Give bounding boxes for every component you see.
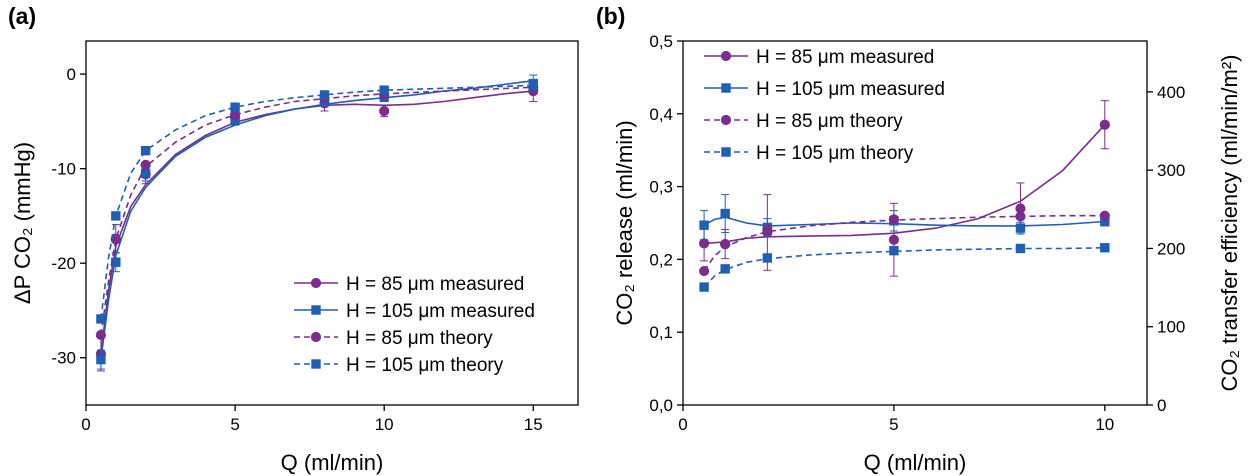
data-point xyxy=(528,80,538,91)
data-point xyxy=(140,145,151,156)
y-tick-label: -10 xyxy=(51,160,76,179)
y-tick-label: 0 xyxy=(67,65,76,84)
legend-marker xyxy=(721,147,731,157)
data-point xyxy=(140,159,151,170)
x-tick-label: 5 xyxy=(889,415,898,434)
data-point xyxy=(111,211,121,221)
y-axis-label: ΔP CO₂ (mmHg) xyxy=(10,142,35,304)
legend-marker xyxy=(311,359,321,369)
legend: H = 85 μm measured H = 105 μm measured H =… xyxy=(704,47,945,164)
y-axis-right-label: CO₂ transfer efficiency (ml/min/m²) xyxy=(1217,55,1242,392)
legend-marker xyxy=(311,305,321,315)
y-tick-label: -30 xyxy=(51,349,76,368)
y-right-tick-label: 400 xyxy=(1157,83,1185,102)
data-point xyxy=(720,208,730,219)
panel-label: (b) xyxy=(596,3,625,29)
series-line xyxy=(100,86,534,336)
series-4 xyxy=(699,243,1110,292)
data-point xyxy=(319,90,330,100)
data-point xyxy=(1099,119,1110,130)
data-point xyxy=(699,220,709,230)
data-point xyxy=(720,239,731,250)
legend-marker xyxy=(720,114,732,126)
plot-frame xyxy=(85,40,579,406)
x-tick-label: 10 xyxy=(1095,415,1114,434)
y-tick-label: 0,5 xyxy=(649,32,673,51)
data-point xyxy=(699,282,709,292)
data-point xyxy=(1099,210,1110,221)
panel-label: (a) xyxy=(8,3,36,29)
data-point xyxy=(889,245,899,256)
data-point xyxy=(140,168,151,179)
series-2 xyxy=(96,74,538,370)
data-point xyxy=(1100,243,1110,253)
y-tick-label: -20 xyxy=(51,254,76,273)
y-right-tick-label: 200 xyxy=(1157,239,1185,258)
legend-label: H = 85 μm theory xyxy=(756,111,903,132)
y-right-tick-label: 100 xyxy=(1157,318,1185,337)
data-point xyxy=(698,265,710,277)
data-point xyxy=(96,314,106,324)
data-point xyxy=(379,105,390,117)
y-axis-label: CO₂ release (ml/min) xyxy=(612,120,637,325)
data-point xyxy=(95,329,107,341)
x-tick-label: 0 xyxy=(81,415,90,434)
data-point xyxy=(379,85,389,95)
x-tick-label: 0 xyxy=(678,415,687,434)
legend-marker xyxy=(310,277,322,289)
data-point xyxy=(720,264,730,274)
legend-label: H = 85 μm measured xyxy=(346,274,524,295)
data-point xyxy=(1015,223,1026,233)
legend-marker xyxy=(720,50,732,62)
chart-panel-a: 0 5 10 15 -30 -20 -10 0 Q (ml/min) ΔP CO₂ (mmHg) (… xyxy=(8,3,579,475)
y-tick-label: 0,3 xyxy=(649,178,673,197)
series-4 xyxy=(96,80,538,324)
legend-label: H = 85 μm measured xyxy=(756,47,934,68)
legend-label: H = 85 μm theory xyxy=(346,328,493,349)
y-right-tick-label: 300 xyxy=(1157,161,1185,180)
data-point xyxy=(1015,211,1026,222)
x-axis-label: Q (ml/min) xyxy=(281,450,384,475)
data-point xyxy=(888,214,900,225)
legend-label: H = 105 μm measured xyxy=(756,79,945,100)
data-point xyxy=(762,224,773,235)
plot-frame xyxy=(682,40,1148,406)
data-point xyxy=(762,253,773,263)
series-3 xyxy=(698,210,1110,277)
legend-label: H = 105 μm theory xyxy=(346,355,504,376)
data-point xyxy=(111,257,121,267)
x-tick-label: 10 xyxy=(375,415,394,434)
legend-label: H = 105 μm theory xyxy=(756,143,914,164)
y-right-tick-label: 0 xyxy=(1157,396,1166,415)
data-point xyxy=(230,102,240,112)
data-point xyxy=(1015,243,1026,254)
legend: H = 85 μm measured H = 105 μm measured H =… xyxy=(294,274,535,376)
y-tick-label: 0,4 xyxy=(649,105,673,124)
legend-label: H = 105 μm measured xyxy=(346,301,535,322)
legend-marker xyxy=(310,331,322,343)
y-tick-label: 0,2 xyxy=(649,250,673,269)
x-tick-label: 5 xyxy=(230,415,239,434)
chart-panel-b: 0 5 10 0,0 0,1 0,2 0,3 0,4 0,5 0 100 200 300 400 CO₂ t… xyxy=(596,3,1242,475)
x-tick-label: 15 xyxy=(524,415,543,434)
legend-marker xyxy=(721,83,731,93)
data-point xyxy=(888,234,900,245)
x-axis-label: Q (ml/min) xyxy=(864,450,967,475)
data-point xyxy=(96,354,106,365)
y-tick-label: 0,1 xyxy=(649,323,673,342)
y-tick-label: 0,0 xyxy=(649,396,673,415)
